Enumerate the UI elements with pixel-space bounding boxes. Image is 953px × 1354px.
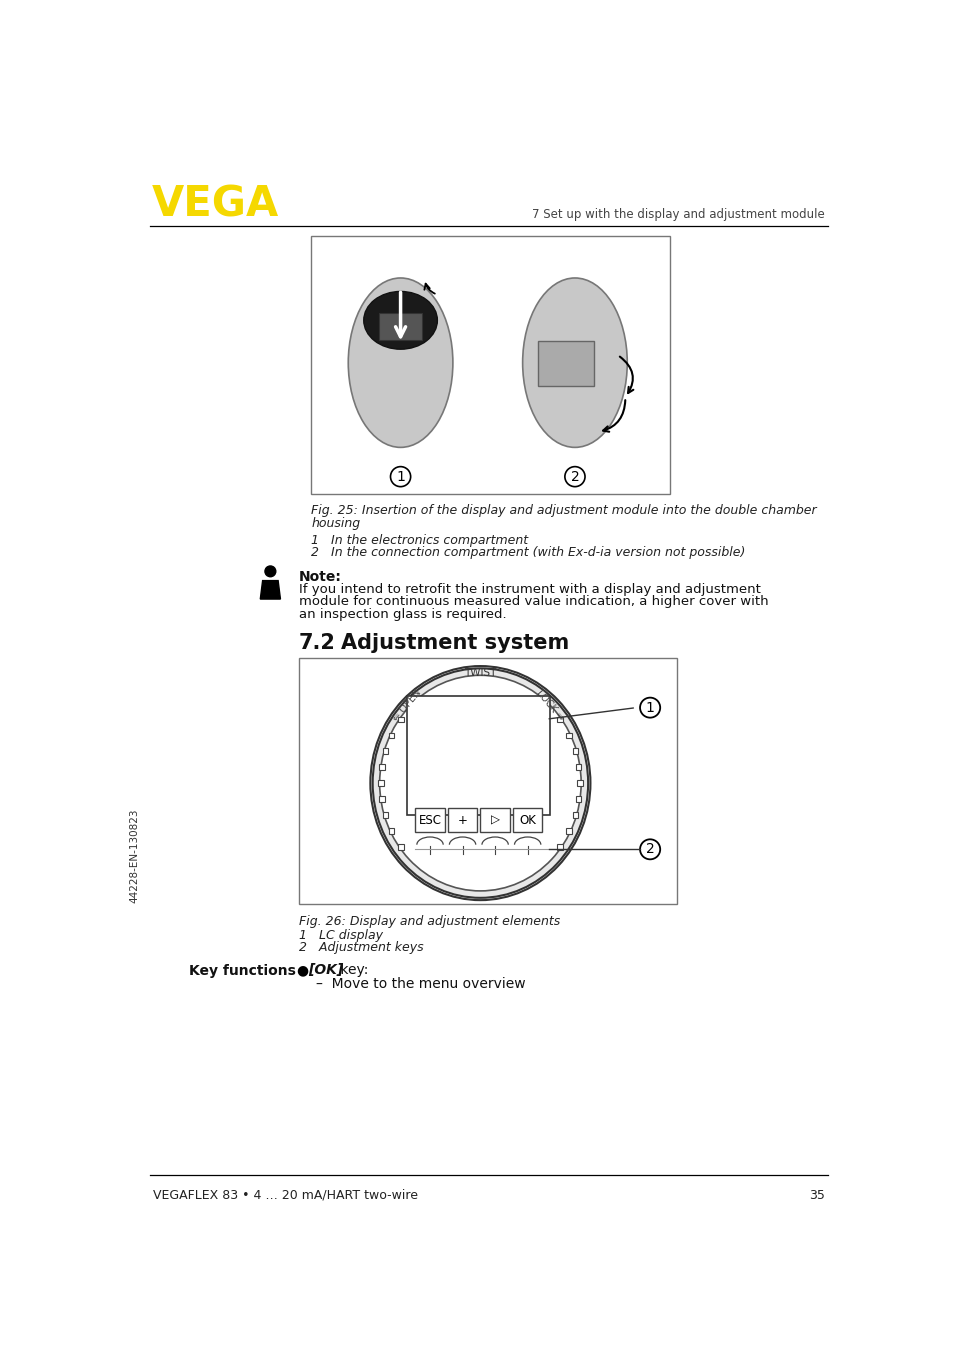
Text: OK: OK <box>518 814 536 826</box>
Text: Note:: Note: <box>298 570 341 584</box>
Bar <box>382 812 388 818</box>
Text: 7 Set up with the display and adjustment module: 7 Set up with the display and adjustment… <box>531 209 823 221</box>
Bar <box>576 765 580 770</box>
Text: 1   In the electronics compartment: 1 In the electronics compartment <box>311 533 528 547</box>
Bar <box>397 716 403 722</box>
Text: LOCK ⇒: LOCK ⇒ <box>534 688 565 723</box>
Text: –  Move to the menu overview: – Move to the menu overview <box>315 978 525 991</box>
Text: 7.2: 7.2 <box>298 632 335 653</box>
Bar <box>557 845 562 849</box>
Text: [OK]: [OK] <box>308 963 343 978</box>
Bar <box>557 716 562 722</box>
Text: housing: housing <box>311 517 360 529</box>
Text: 1: 1 <box>395 470 405 483</box>
Bar <box>389 829 394 834</box>
Bar <box>298 658 677 904</box>
Text: ESC: ESC <box>418 814 441 826</box>
Ellipse shape <box>363 291 436 349</box>
Bar <box>577 780 582 785</box>
Bar <box>447 808 476 833</box>
Text: VEGA: VEGA <box>152 184 279 226</box>
Bar <box>513 808 542 833</box>
Text: Fig. 25: Insertion of the display and adjustment module into the double chamber: Fig. 25: Insertion of the display and ad… <box>311 504 816 517</box>
Bar <box>382 749 388 754</box>
Circle shape <box>265 566 275 577</box>
Text: 1   LC display: 1 LC display <box>298 929 383 941</box>
Bar <box>379 765 384 770</box>
Text: Fig. 26: Display and adjustment elements: Fig. 26: Display and adjustment elements <box>298 915 559 927</box>
Text: TWIST: TWIST <box>464 668 497 678</box>
Ellipse shape <box>379 676 580 891</box>
Text: ●: ● <box>295 963 308 978</box>
Bar <box>480 808 509 833</box>
Text: +: + <box>457 814 467 826</box>
Text: VEGAFLEX 83 • 4 … 20 mA/HART two-wire: VEGAFLEX 83 • 4 … 20 mA/HART two-wire <box>153 1189 418 1202</box>
Ellipse shape <box>373 669 587 898</box>
Bar <box>566 733 571 738</box>
Text: ⇐ OPEN: ⇐ OPEN <box>390 688 422 723</box>
Text: Adjustment system: Adjustment system <box>340 632 569 653</box>
Bar <box>389 733 394 738</box>
Text: 2   Adjustment keys: 2 Adjustment keys <box>298 941 423 955</box>
Bar <box>406 696 550 815</box>
Text: If you intend to retrofit the instrument with a display and adjustment: If you intend to retrofit the instrument… <box>298 584 760 596</box>
Text: Key functions: Key functions <box>189 964 295 978</box>
Bar <box>572 812 578 818</box>
Text: an inspection glass is required.: an inspection glass is required. <box>298 608 506 620</box>
Bar <box>379 796 384 802</box>
Bar <box>576 796 580 802</box>
Text: 2   In the connection compartment (with Ex-d-ia version not possible): 2 In the connection compartment (with Ex… <box>311 546 745 559</box>
Text: 35: 35 <box>808 1189 823 1202</box>
Text: 2: 2 <box>645 842 654 856</box>
Polygon shape <box>260 581 280 598</box>
Bar <box>566 829 571 834</box>
Ellipse shape <box>522 278 627 447</box>
Bar <box>377 780 383 785</box>
Bar <box>572 749 578 754</box>
Bar <box>397 845 403 849</box>
Text: 1: 1 <box>645 700 654 715</box>
Text: 2: 2 <box>570 470 578 483</box>
Text: key:: key: <box>335 963 368 978</box>
Text: 44228-EN-130823: 44228-EN-130823 <box>130 808 139 903</box>
FancyBboxPatch shape <box>378 313 422 340</box>
Bar <box>415 808 444 833</box>
Bar <box>311 236 669 494</box>
Ellipse shape <box>348 278 453 447</box>
FancyBboxPatch shape <box>537 341 593 386</box>
Text: module for continuous measured value indication, a higher cover with: module for continuous measured value ind… <box>298 596 768 608</box>
Text: ▷: ▷ <box>490 814 499 826</box>
